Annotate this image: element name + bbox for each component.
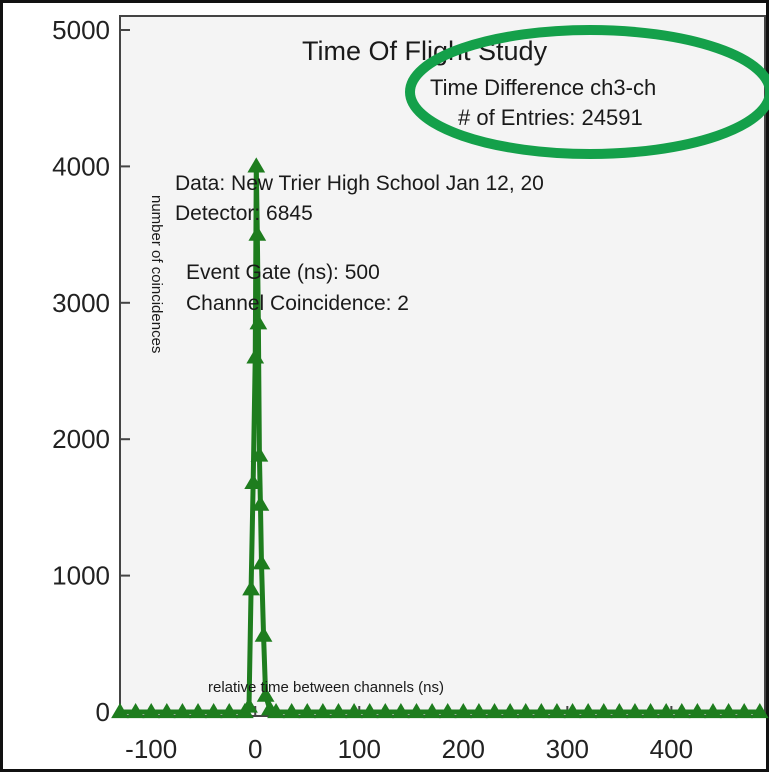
- data-point: [329, 703, 348, 719]
- data-point: [157, 703, 176, 719]
- info-coincidence-line: Channel Coincidence: 2: [186, 292, 409, 315]
- x-tick-label: 300: [546, 734, 589, 764]
- info-data-line: Data: New Trier High School Jan 12, 20: [175, 172, 544, 195]
- data-point: [240, 697, 258, 713]
- data-point: [626, 703, 644, 719]
- data-point: [641, 703, 660, 719]
- x-axis: -100 0 100 200 300 400: [125, 706, 693, 764]
- data-point: [189, 703, 207, 719]
- highlight-ellipse: [405, 25, 769, 159]
- data-point: [254, 626, 273, 642]
- y-tick-label: 2000: [52, 424, 110, 454]
- x-tick-label: 200: [442, 734, 485, 764]
- data-point: [242, 580, 260, 596]
- plot-area: [119, 15, 766, 717]
- data-point: [376, 703, 395, 719]
- y-axis-label: number of coincidences: [148, 195, 165, 353]
- data-point: [532, 703, 551, 719]
- series-group: [111, 157, 769, 719]
- info-detector-line: Detector: 6845: [175, 202, 313, 225]
- data-point: [735, 703, 754, 719]
- y-tick-label: 0: [96, 697, 110, 727]
- data-point: [750, 703, 769, 719]
- data-point: [594, 703, 613, 719]
- y-tick-label: 3000: [52, 288, 110, 318]
- data-point: [313, 703, 332, 719]
- data-point: [454, 703, 473, 719]
- y-tick-label: 1000: [52, 561, 110, 591]
- data-point: [246, 348, 265, 364]
- data-point: [704, 703, 722, 719]
- data-point: [250, 446, 269, 462]
- data-point: [244, 473, 263, 489]
- y-tick-label: 5000: [52, 15, 110, 45]
- data-point: [267, 703, 285, 719]
- data-point: [688, 703, 707, 719]
- data-point: [256, 686, 275, 702]
- data-point: [251, 495, 270, 511]
- info-gate-line: Event Gate (ns): 500: [186, 261, 380, 284]
- data-point: [204, 703, 223, 719]
- data-point: [407, 703, 426, 719]
- data-point: [501, 703, 519, 719]
- data-point: [298, 703, 317, 719]
- data-point: [485, 703, 504, 719]
- data-point: [248, 225, 267, 241]
- data-point: [470, 703, 488, 719]
- data-point: [610, 703, 629, 719]
- x-axis-label: relative time between channels (ns): [208, 679, 444, 696]
- data-point: [360, 703, 379, 719]
- data-point: [252, 554, 271, 570]
- data-point: [142, 703, 161, 719]
- data-point: [438, 703, 457, 719]
- data-point: [111, 703, 129, 719]
- y-tick-label: 4000: [52, 151, 110, 181]
- x-tick-label: -100: [125, 734, 177, 764]
- entries-count: # of Entries: 24591: [458, 105, 643, 130]
- data-point: [220, 703, 239, 719]
- data-point: [392, 703, 410, 719]
- x-tick-label: 0: [248, 734, 262, 764]
- x-tick-label: 400: [650, 734, 693, 764]
- y-axis: 0 1000 2000 3000 4000 5000: [52, 15, 130, 727]
- data-point: [345, 703, 363, 719]
- data-point: [548, 703, 566, 719]
- data-point: [282, 703, 301, 719]
- data-point: [516, 703, 535, 719]
- data-point: [249, 314, 268, 330]
- data-point: [579, 703, 598, 719]
- chart-subtitle: Time Difference ch3-ch: [430, 75, 656, 100]
- data-point: [126, 703, 145, 719]
- data-point: [173, 703, 192, 719]
- data-point: [247, 157, 266, 173]
- data-point: [657, 703, 676, 719]
- data-point: [423, 703, 441, 719]
- x-tick-label: 100: [338, 734, 381, 764]
- data-point: [719, 703, 738, 719]
- data-point: [563, 703, 582, 719]
- data-point: [672, 703, 691, 719]
